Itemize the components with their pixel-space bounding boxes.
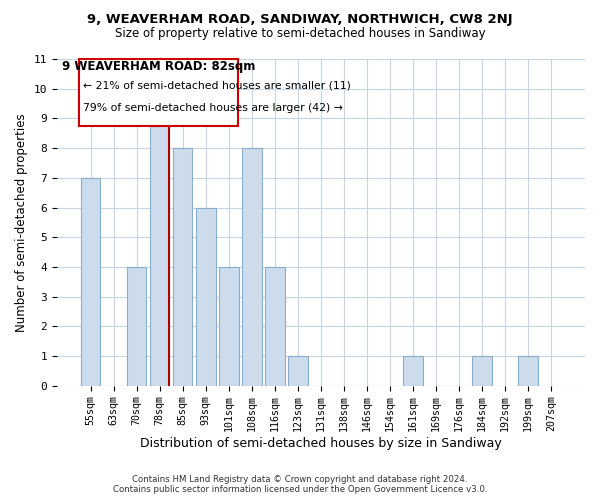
- Bar: [196, 208, 215, 386]
- Bar: [472, 356, 492, 386]
- Text: 9, WEAVERHAM ROAD, SANDIWAY, NORTHWICH, CW8 2NJ: 9, WEAVERHAM ROAD, SANDIWAY, NORTHWICH, …: [87, 12, 513, 26]
- Bar: [288, 356, 308, 386]
- Bar: [127, 267, 146, 386]
- Bar: [150, 118, 169, 386]
- Bar: [242, 148, 262, 386]
- Y-axis label: Number of semi-detached properties: Number of semi-detached properties: [15, 113, 28, 332]
- X-axis label: Distribution of semi-detached houses by size in Sandiway: Distribution of semi-detached houses by …: [140, 437, 502, 450]
- Bar: [518, 356, 538, 386]
- Text: Size of property relative to semi-detached houses in Sandiway: Size of property relative to semi-detach…: [115, 28, 485, 40]
- Bar: [173, 148, 193, 386]
- Bar: [79, 59, 238, 126]
- Text: Contains HM Land Registry data © Crown copyright and database right 2024.
Contai: Contains HM Land Registry data © Crown c…: [113, 474, 487, 494]
- Bar: [265, 267, 284, 386]
- Text: ← 21% of semi-detached houses are smaller (11): ← 21% of semi-detached houses are smalle…: [83, 80, 350, 90]
- Bar: [219, 267, 239, 386]
- Bar: [81, 178, 100, 386]
- Text: 79% of semi-detached houses are larger (42) →: 79% of semi-detached houses are larger (…: [83, 103, 343, 113]
- Text: 9 WEAVERHAM ROAD: 82sqm: 9 WEAVERHAM ROAD: 82sqm: [62, 60, 255, 73]
- Bar: [403, 356, 423, 386]
